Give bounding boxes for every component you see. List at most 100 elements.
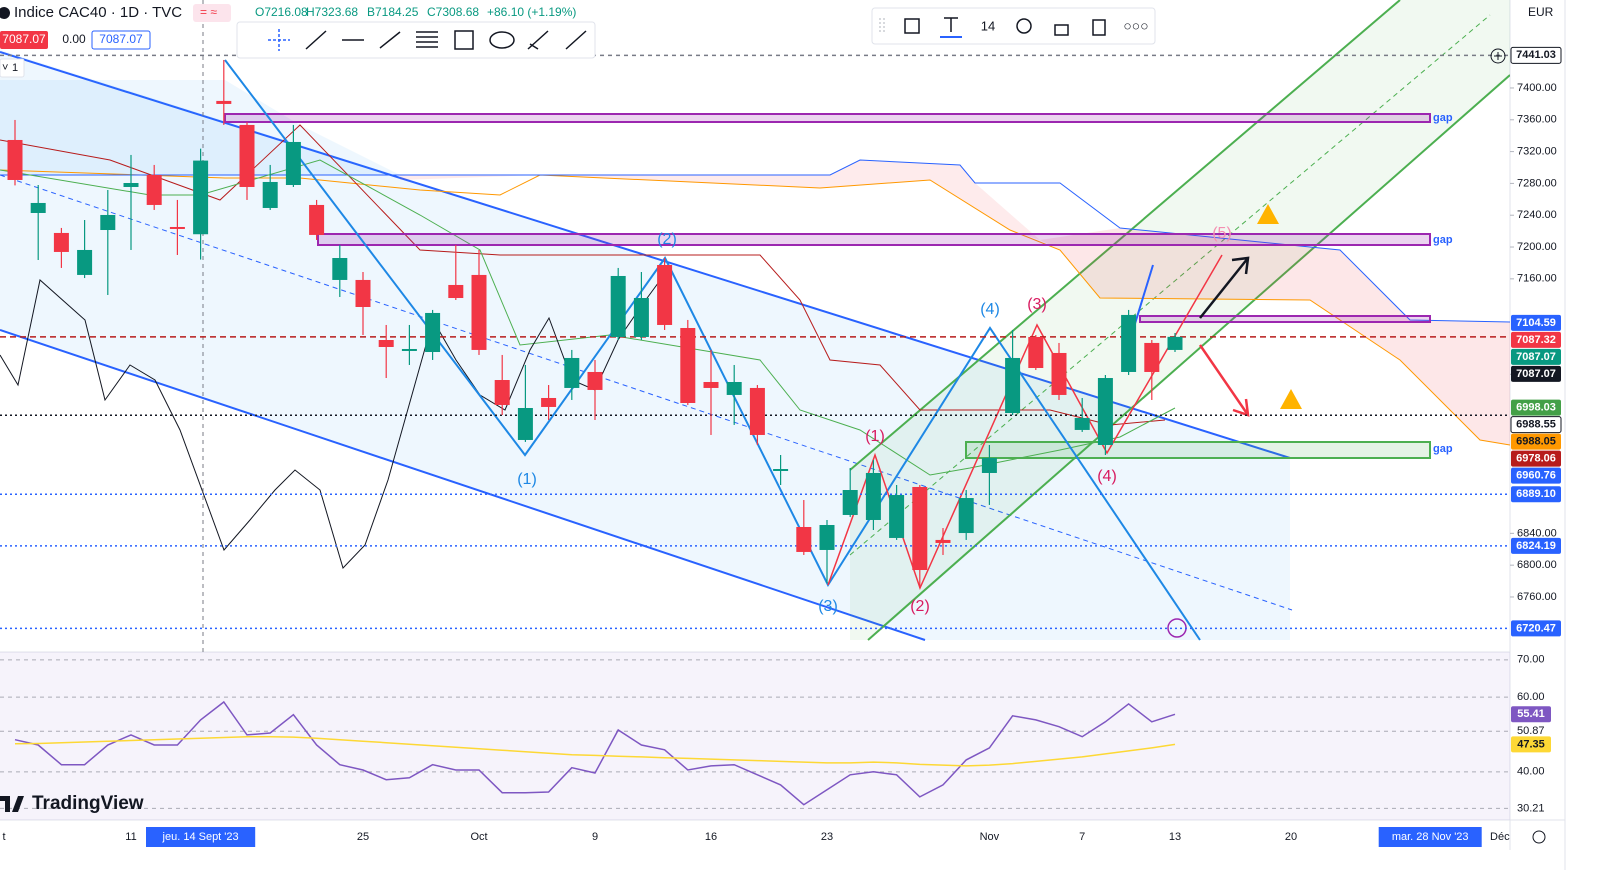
channel-fill: [0, 50, 1290, 640]
indicator-line: [0, 169, 1510, 446]
x-tick-label: 11: [125, 831, 136, 843]
more-icon[interactable]: ○○○: [1123, 18, 1148, 34]
value-tag: [1511, 706, 1551, 723]
badge: [193, 4, 231, 22]
x-tick-label: 23: [821, 831, 833, 843]
wave-label: (3): [1027, 296, 1047, 313]
y-tick-label: 7320.00: [1517, 145, 1557, 157]
arrow: [1198, 344, 1250, 417]
tool-icon[interactable]: [527, 30, 549, 50]
candle-body: [958, 498, 974, 534]
tool-icon[interactable]: [379, 31, 401, 49]
candle-body: [981, 457, 997, 473]
candle-body: [332, 258, 348, 280]
candle-body: [773, 469, 789, 471]
settings-icon[interactable]: [1532, 830, 1546, 844]
legend-toggle[interactable]: [0, 58, 25, 78]
candle-body: [796, 526, 812, 552]
axes: 7400.00 7360.00 7320.00 7280.00 7240.00 7200.…: [2, 46, 1562, 847]
price-tag: [1511, 399, 1561, 416]
sell-price: 7087.07: [2, 32, 46, 46]
tool-icon[interactable]: [268, 29, 290, 51]
price-tag: [1511, 331, 1561, 348]
toolbar-panel: [871, 7, 1156, 45]
candle-body: [587, 371, 603, 390]
price-tag: [1511, 450, 1561, 467]
candle-body: [216, 100, 232, 104]
price-tag: [1511, 365, 1561, 382]
indicator-line: [0, 159, 1510, 323]
y-tick-label: 6840.00: [1517, 527, 1557, 539]
price-box[interactable]: [0, 31, 48, 49]
price-tag-label: 6998.03: [1516, 402, 1556, 414]
price-tag-label: 6988.55: [1516, 419, 1556, 431]
price-tag-label: 6824.19: [1516, 540, 1556, 552]
candle-body: [865, 472, 881, 520]
candle-body: [193, 160, 209, 235]
logo-mark: [0, 796, 24, 812]
candle-body: [425, 312, 441, 353]
price-tag-label: 7441.03: [1516, 49, 1556, 61]
candle-body: [842, 490, 858, 515]
candle-body: [1167, 336, 1183, 350]
font-size[interactable]: 14: [981, 18, 995, 33]
candle-body: [1097, 378, 1113, 445]
y-tick-label: 7360.00: [1517, 114, 1557, 126]
rsi-line: [14, 700, 1176, 806]
tool-icon[interactable]: [904, 18, 920, 34]
drag-handle[interactable]: [879, 18, 885, 34]
wave-label: (1): [517, 471, 537, 488]
candle-body: [912, 486, 928, 571]
tool-icon[interactable]: [565, 30, 587, 50]
x-tick-label: 25: [357, 831, 369, 843]
delete-icon[interactable]: [1092, 19, 1106, 36]
gap-box: [965, 441, 1431, 459]
y-tick-label: 6760.00: [1517, 591, 1557, 603]
warning-icon: [1280, 389, 1302, 409]
candle-body: [633, 298, 649, 337]
badge-icon: = ≈: [200, 5, 217, 19]
candle-body: [471, 274, 487, 350]
settings-icon[interactable]: [1016, 18, 1032, 34]
ohlc-value: C7308.68: [427, 5, 479, 19]
tool-icon[interactable]: [489, 31, 515, 49]
price-tag: [1511, 467, 1561, 484]
gap-box: [317, 233, 1431, 246]
y-tick-label: 7200.00: [1517, 241, 1557, 253]
arrow: [1199, 256, 1250, 319]
candle-body: [749, 387, 765, 435]
currency[interactable]: EUR: [1528, 5, 1554, 19]
rsi-line: [14, 735, 1176, 767]
y-tick-label: 70.00: [1517, 654, 1545, 666]
gap-label: gap: [1433, 234, 1453, 246]
legend-count: ˅: [2, 62, 8, 74]
tool-icon[interactable]: [268, 29, 290, 51]
candle-body: [610, 275, 626, 337]
tool-icon[interactable]: [305, 30, 327, 50]
lock-icon[interactable]: [1054, 24, 1069, 36]
candle-body: [1074, 418, 1090, 430]
candle-body: [100, 214, 116, 231]
tool-icon[interactable]: [416, 31, 438, 48]
tool-icon[interactable]: [454, 30, 474, 50]
price-box[interactable]: [91, 30, 151, 50]
value-tag: [1511, 736, 1551, 753]
x-tick-label: 13: [1169, 831, 1181, 843]
add-icon[interactable]: [1494, 52, 1502, 60]
x-tick-label: 16: [705, 831, 717, 843]
y-tick-label: 40.00: [1517, 766, 1545, 778]
add-icon[interactable]: [1490, 48, 1506, 64]
x-tick-label: Oct: [470, 831, 487, 843]
candle-body: [494, 380, 510, 405]
y-tick-label: 50.87: [1517, 725, 1545, 737]
gap-label: gap: [1433, 112, 1453, 124]
price-tag-label: 6720.47: [1516, 622, 1556, 634]
toolbar-panel: [236, 21, 596, 59]
y-tick-label: 7400.00: [1517, 82, 1557, 94]
channel-mid: [0, 174, 1293, 611]
candle-body: [239, 124, 255, 187]
gap-box: [1139, 315, 1431, 323]
candle-body: [7, 139, 23, 180]
candle-body: [355, 279, 371, 307]
